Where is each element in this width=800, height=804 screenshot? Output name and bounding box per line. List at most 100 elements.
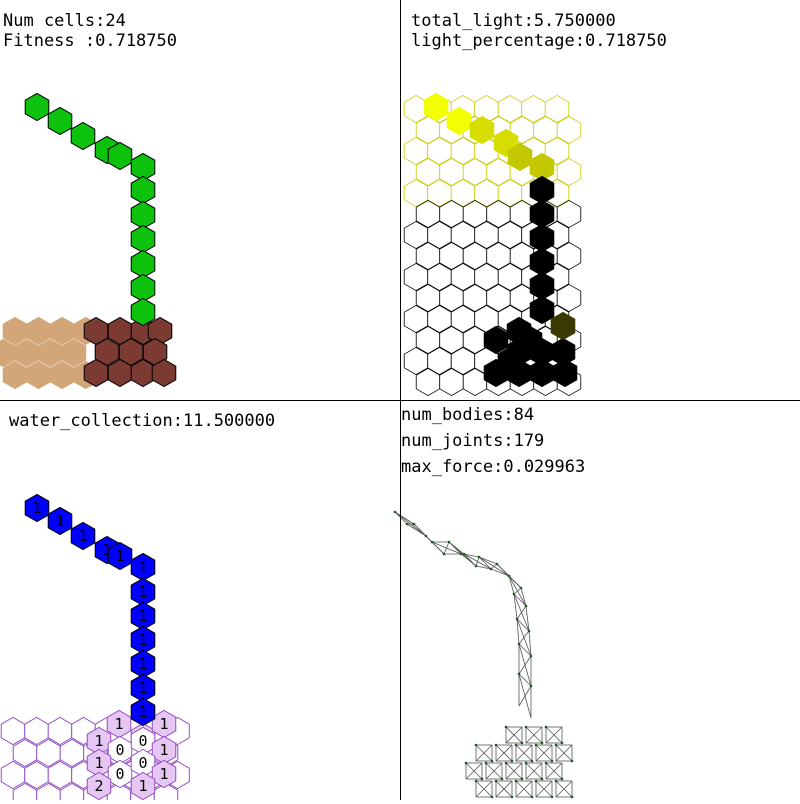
water-stem-cell (47, 506, 73, 536)
mesh-body (464, 761, 468, 765)
stem-water-value: 1 (115, 547, 124, 565)
water-stem-cell (130, 552, 156, 582)
mesh-joint (495, 744, 513, 762)
mesh-joint (515, 744, 533, 762)
morphology-panel (0, 92, 177, 390)
soil-water-value: 0 (115, 741, 124, 759)
mesh-joint (518, 673, 532, 687)
mesh-joint (478, 556, 492, 570)
soil-water-value: 1 (94, 732, 103, 750)
mesh-joint (475, 780, 493, 798)
soil-cell (24, 760, 49, 790)
soil-water-value: 1 (94, 754, 103, 772)
soil-water-value: 0 (115, 765, 124, 783)
stem-water-value: 1 (102, 541, 111, 559)
stem-water-value: 1 (55, 512, 64, 530)
num-cells-label: Num cells:24 (3, 11, 126, 31)
stem-water-value: 1 (138, 631, 147, 649)
mesh-body (447, 540, 451, 544)
mesh-body (560, 777, 564, 781)
light-grid-cell (556, 157, 582, 187)
physics-mesh-panel (393, 510, 574, 799)
mesh-body (405, 522, 409, 526)
mesh-joint (545, 726, 563, 744)
mesh-body (524, 761, 528, 765)
stem-cell (130, 273, 156, 303)
water-collection-label: water_collection:11.500000 (9, 411, 276, 431)
mesh-body (534, 743, 538, 747)
mesh-body (544, 725, 548, 729)
mesh-joint (475, 565, 492, 570)
mesh-joint (463, 553, 477, 567)
stem-cell (70, 121, 96, 151)
mesh-body (517, 672, 521, 676)
mesh-joint (516, 618, 530, 632)
stem-cell (24, 92, 50, 122)
light-grid-cell (556, 115, 582, 145)
stem-cell (130, 224, 156, 254)
mesh-body (517, 642, 521, 646)
mesh-joint (525, 605, 530, 632)
shadow-cell (497, 347, 523, 377)
soil-water-value: 1 (159, 741, 168, 759)
stem-cell (130, 200, 156, 230)
fitness-label: Fitness :0.718750 (3, 31, 177, 51)
water-stem-cell (130, 697, 156, 727)
mesh-joint (431, 541, 445, 555)
soil-cell (47, 716, 73, 746)
sand-cell (2, 316, 28, 346)
shadow-cell (529, 295, 555, 325)
water-stem-cell (130, 673, 156, 703)
mesh-joint (535, 744, 553, 762)
light-percentage-label: light_percentage:0.718750 (411, 31, 667, 51)
mesh-joint (525, 726, 543, 744)
light-grid-cell (556, 241, 582, 271)
mesh-joint (513, 593, 527, 607)
mesh-body (477, 555, 481, 559)
stem-water-value: 1 (138, 703, 147, 721)
mesh-body (512, 592, 516, 596)
mesh-body (554, 743, 558, 747)
mesh-joint (545, 762, 563, 780)
mesh-joint (513, 587, 522, 595)
mesh-joint (555, 780, 573, 798)
soil-cell (0, 760, 26, 790)
mesh-body (524, 725, 528, 729)
mesh-body (514, 743, 518, 747)
soil-cell (24, 716, 49, 746)
mesh-joint (513, 593, 518, 620)
mesh-body (560, 741, 564, 745)
mesh-body (489, 567, 493, 571)
mesh-body (540, 741, 544, 745)
mesh-body (530, 795, 534, 799)
mesh-body (529, 684, 533, 688)
light-panel (403, 92, 582, 397)
mesh-body (540, 777, 544, 781)
mesh-body (530, 759, 534, 763)
stem-water-value: 1 (138, 655, 147, 673)
horizontal-divider (0, 400, 800, 401)
mesh-joint (518, 630, 530, 645)
mesh-body (520, 777, 524, 781)
mesh-body (484, 761, 488, 765)
soil-water-value: 0 (138, 754, 147, 772)
mesh-joint (508, 575, 522, 589)
sand-cell (49, 360, 75, 390)
soil-water-value: 2 (94, 777, 103, 795)
water-stem-cell (130, 649, 156, 679)
soil-cell (47, 760, 73, 790)
mesh-joint (465, 762, 483, 780)
stem-water-value: 1 (138, 583, 147, 601)
soil-water-cell (130, 771, 156, 801)
mesh-joint (505, 762, 523, 780)
mesh-joint (518, 643, 532, 657)
soil-water-cell (86, 771, 112, 801)
mesh-joint (475, 556, 480, 567)
mesh-body (500, 777, 504, 781)
stem-cell (130, 249, 156, 279)
sand-cell (26, 360, 51, 390)
mesh-joint (495, 780, 513, 798)
mesh-body (393, 510, 397, 514)
shadow-cell (517, 325, 543, 355)
